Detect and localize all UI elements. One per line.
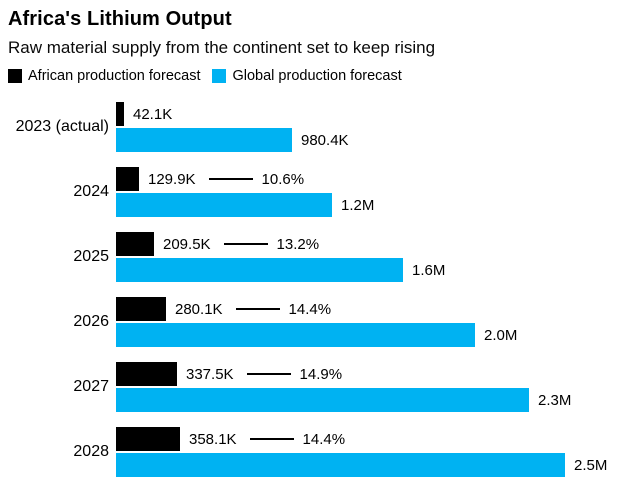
share-connector-line	[223, 243, 268, 245]
african-production-bar	[116, 167, 139, 191]
global-production-bar	[116, 453, 565, 477]
african-value-label: 42.1K	[133, 105, 173, 123]
global-production-bar	[116, 388, 529, 412]
chart-header: Africa's Lithium Output Raw material sup…	[0, 0, 636, 59]
global-bar-row: 1.6M	[116, 258, 636, 282]
year-axis-label: 2026	[73, 313, 109, 330]
global-production-bar	[116, 128, 292, 152]
chart-group-2026: 2026 280.1K 14.4% 2.0M	[0, 297, 636, 347]
bar-pair: 337.5K 14.9% 2.3M	[116, 362, 636, 412]
global-value-label: 1.6M	[412, 261, 446, 279]
african-bar-row: 337.5K 14.9%	[116, 362, 636, 386]
legend-label-global: Global production forecast	[232, 68, 402, 84]
chart-group-2024: 2024 129.9K 10.6% 1.2M	[0, 167, 636, 217]
year-axis-label: 2027	[73, 378, 109, 395]
chart-group-2027: 2027 337.5K 14.9% 2.3M	[0, 362, 636, 412]
african-value-label: 337.5K	[186, 365, 234, 383]
global-bar-row: 2.0M	[116, 323, 636, 347]
african-bar-row: 209.5K 13.2%	[116, 232, 636, 256]
bar-pair: 280.1K 14.4% 2.0M	[116, 297, 636, 347]
share-percent-label: 10.6%	[261, 170, 305, 188]
global-value-label: 1.2M	[341, 196, 375, 214]
legend-label-african: African production forecast	[28, 68, 201, 84]
year-axis-label: 2025	[73, 248, 109, 265]
african-production-bar	[116, 232, 154, 256]
global-bar-row: 2.3M	[116, 388, 636, 412]
global-value-label: 2.5M	[574, 456, 608, 474]
african-production-bar	[116, 102, 124, 126]
page-title: Africa's Lithium Output	[8, 8, 232, 30]
african-bar-row: 129.9K 10.6%	[116, 167, 636, 191]
global-bar-row: 980.4K	[116, 128, 636, 152]
african-production-bar	[116, 427, 180, 451]
share-percent-label: 14.4%	[302, 430, 346, 448]
african-value-label: 209.5K	[163, 235, 211, 253]
global-production-bar	[116, 323, 475, 347]
african-production-bar	[116, 297, 166, 321]
african-value-label: 129.9K	[148, 170, 196, 188]
global-bar-row: 1.2M	[116, 193, 636, 217]
bar-pair: 358.1K 14.4% 2.5M	[116, 427, 636, 477]
global-value-label: 2.3M	[538, 391, 572, 409]
share-percent-label: 13.2%	[276, 235, 320, 253]
year-axis-label: 2028	[73, 443, 109, 460]
chart-group-2028: 2028 358.1K 14.4% 2.5M	[0, 427, 636, 477]
bar-pair: 209.5K 13.2% 1.6M	[116, 232, 636, 282]
legend-item-african: African production forecast	[8, 68, 200, 84]
global-bar-row: 2.5M	[116, 453, 636, 477]
legend-item-global: Global production forecast	[212, 68, 402, 84]
african-value-label: 358.1K	[189, 430, 237, 448]
global-production-bar	[116, 258, 403, 282]
african-legend-swatch-icon	[8, 69, 22, 83]
global-legend-swatch-icon	[212, 69, 227, 83]
year-axis-label: 2023 (actual)	[15, 118, 109, 135]
bar-pair: 42.1K 980.4K	[116, 102, 636, 152]
african-bar-row: 358.1K 14.4%	[116, 427, 636, 451]
chart-legend: African production forecast Global produ…	[0, 68, 636, 84]
share-percent-label: 14.9%	[299, 365, 343, 383]
share-connector-line	[246, 373, 291, 375]
bar-pair: 129.9K 10.6% 1.2M	[116, 167, 636, 217]
year-axis-label: 2024	[73, 183, 109, 200]
chart-group-2025: 2025 209.5K 13.2% 1.6M	[0, 232, 636, 282]
african-value-label: 280.1K	[175, 300, 223, 318]
global-production-bar	[116, 193, 332, 217]
global-value-label: 980.4K	[301, 131, 349, 149]
chart-group-2023--actual-: 2023 (actual) 42.1K 980.4K	[0, 102, 636, 152]
share-connector-line	[249, 438, 294, 440]
share-connector-line	[208, 178, 253, 180]
african-bar-row: 280.1K 14.4%	[116, 297, 636, 321]
share-connector-line	[235, 308, 280, 310]
global-value-label: 2.0M	[484, 326, 518, 344]
share-percent-label: 14.4%	[288, 300, 332, 318]
african-bar-row: 42.1K	[116, 102, 636, 126]
bar-chart: 2023 (actual) 42.1K 980.4K 2024 129.9K 10.6% 1…	[0, 102, 636, 477]
page-subtitle: Raw material supply from the continent s…	[8, 38, 436, 57]
african-production-bar	[116, 362, 177, 386]
